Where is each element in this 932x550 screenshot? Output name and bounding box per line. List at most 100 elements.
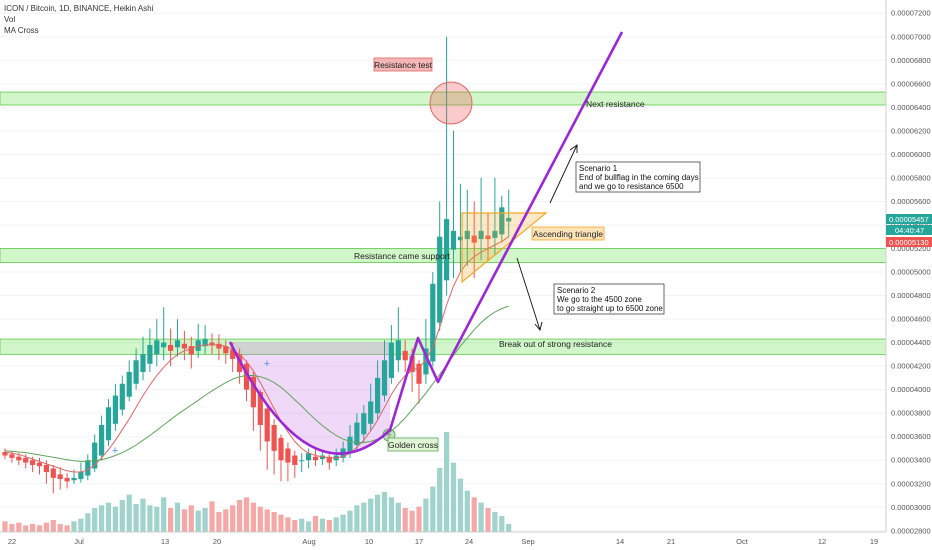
candle-body: [43, 464, 49, 473]
candle-body: [444, 219, 450, 281]
ma-cross-marker-icon: +: [264, 358, 270, 370]
volume-bar: [340, 514, 346, 532]
candle-body: [181, 343, 187, 349]
zone-band: [0, 338, 887, 355]
ma-fast-line: [4, 236, 509, 473]
time-tick-label: 17: [415, 537, 423, 546]
time-tick-label: 13: [161, 537, 169, 546]
candle-body: [2, 452, 8, 456]
volume-indicator-label[interactable]: Vol: [4, 15, 16, 24]
volume-bar: [381, 492, 388, 532]
candle-body: [430, 283, 436, 362]
volume-bar: [319, 518, 325, 532]
volume-bar: [354, 505, 360, 532]
price-tick-label: 0.00004600: [891, 315, 931, 324]
candle-body: [57, 474, 63, 480]
price-tick-label: 0.00004800: [891, 291, 931, 300]
price-tick-label: 0.00005800: [891, 173, 931, 182]
candle-body: [64, 477, 70, 482]
candle-body: [478, 230, 484, 240]
candle-body: [312, 456, 319, 461]
volume-bar: [312, 516, 319, 532]
candle-body: [388, 342, 394, 378]
volume-bar: [30, 524, 36, 532]
volume-bar: [85, 513, 91, 532]
volume-bar: [333, 517, 339, 532]
volume-bar: [9, 524, 15, 532]
candle-body: [250, 376, 256, 408]
price-tick-label: 0.00006800: [891, 56, 931, 65]
candle-body: [423, 348, 429, 375]
volume-bar: [202, 508, 208, 532]
candle-body: [119, 383, 125, 410]
candle-body: [361, 413, 367, 435]
volume-bar: [140, 498, 146, 532]
candle-body: [99, 424, 105, 456]
candle-body: [230, 349, 236, 360]
volume-bar: [2, 521, 8, 532]
volume-bar: [388, 497, 394, 532]
candle-body: [16, 456, 22, 461]
candle-body: [437, 236, 443, 323]
volume-bar: [16, 522, 22, 532]
volume-bar: [271, 512, 277, 532]
candle-body: [395, 340, 401, 361]
candle-body: [375, 377, 381, 414]
volume-bar: [181, 509, 187, 532]
breakout-label: Break out of strong resistance: [499, 339, 612, 349]
volume-bar: [361, 502, 367, 532]
candle-body: [457, 236, 463, 241]
candle-body: [271, 424, 277, 451]
volume-bar: [306, 521, 312, 532]
time-axis[interactable]: 22 Jul 13 20 Aug 10 17 24 Sep 14 21 Oct 12 19: [8, 537, 878, 546]
volume-bar: [326, 520, 332, 532]
price-axis[interactable]: 0.00007200 0.00007000 0.00006800 0.00006600…: [891, 9, 931, 536]
candle-body: [326, 456, 332, 463]
volume-bar: [168, 508, 174, 532]
volume-bar: [347, 510, 353, 532]
price-tick-label: 0.00006000: [891, 150, 931, 159]
scenario1-arrow: [549, 144, 578, 204]
symbol-title[interactable]: ICON / Bitcoin, 1D, BINANCE, Heikin Ashi: [4, 4, 154, 13]
price-tick-label: 0.00003800: [891, 409, 931, 418]
candle-body: [140, 354, 146, 373]
candle-body: [71, 477, 77, 481]
time-tick-label: Oct: [736, 537, 749, 546]
candle-body: [188, 346, 194, 355]
resistance-test-circle: [429, 81, 473, 125]
candle-body: [9, 454, 15, 458]
price-tick-label: 0.00004200: [891, 362, 931, 371]
scenario2-arrowhead: [534, 321, 543, 331]
candle-body: [299, 460, 305, 462]
volume-bar: [78, 518, 84, 532]
volume-bar: [250, 502, 256, 532]
ma-cross-indicator-label[interactable]: MA Cross: [4, 26, 39, 35]
candle-body: [202, 339, 208, 347]
volume-bar: [375, 494, 381, 532]
candle-body: [257, 392, 263, 425]
time-tick-label: 20: [213, 537, 221, 546]
scenario1-line1: Scenario 1: [579, 164, 618, 173]
candle-body: [30, 460, 36, 465]
ascending-triangle-shape: [461, 212, 548, 284]
volume-bar: [409, 510, 415, 532]
golden-cross-cross-icon: +: [386, 431, 392, 442]
candle-body: [319, 455, 325, 460]
volume-bar: [499, 516, 505, 532]
volume-bar: [133, 504, 139, 532]
volume-bar: [416, 506, 422, 532]
volume-bar: [92, 508, 98, 532]
candle-body: [506, 217, 512, 222]
price-tick-label: 0.00003600: [891, 432, 931, 441]
scenario1-arrowhead: [569, 144, 578, 153]
candle-body: [278, 437, 284, 461]
candle-body: [485, 235, 491, 240]
volume-bar: [437, 468, 443, 532]
volume-bar: [457, 478, 463, 532]
scenario2-line2: We go to the 4500 zone: [557, 295, 642, 304]
candle-body: [464, 230, 470, 240]
candle-body: [36, 462, 43, 467]
time-tick-label: 22: [8, 537, 16, 546]
